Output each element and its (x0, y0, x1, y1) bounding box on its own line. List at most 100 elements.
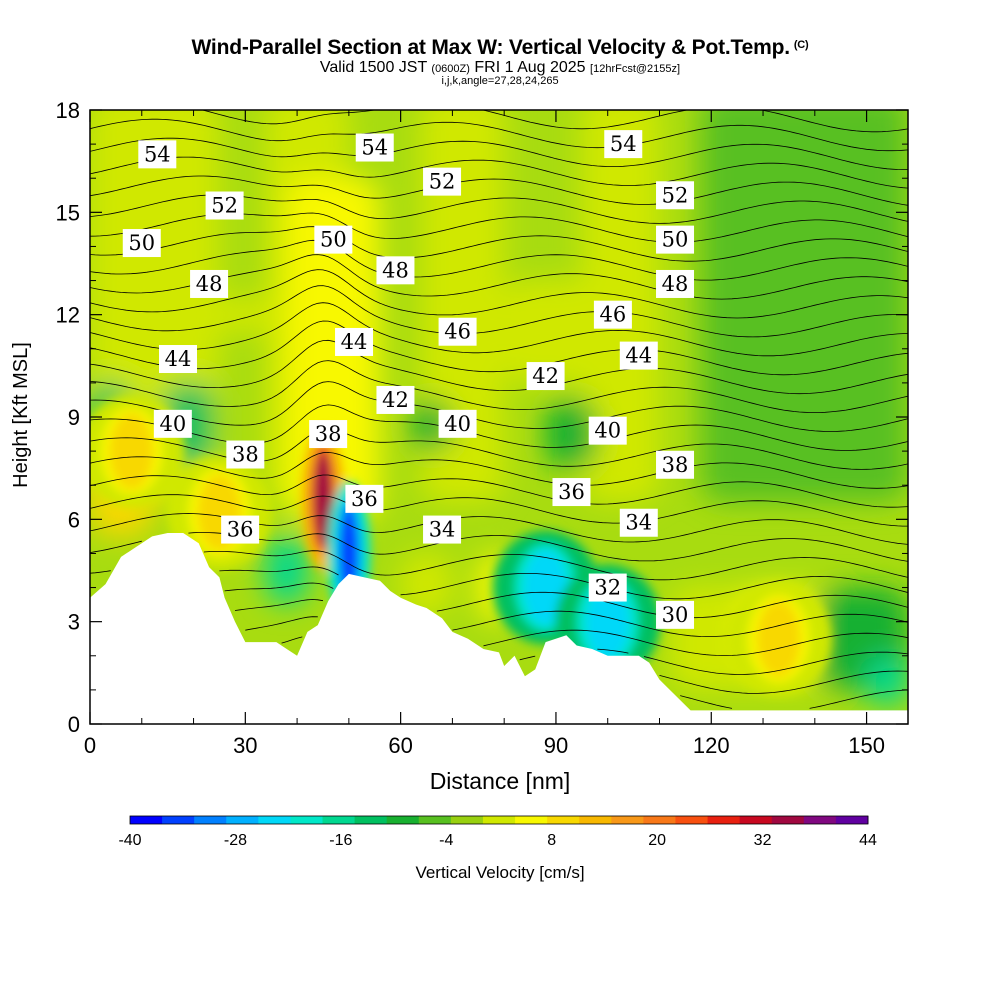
svg-text:48: 48 (662, 272, 689, 296)
svg-text:46: 46 (444, 320, 471, 344)
theta-label-29: 34 (619, 508, 658, 537)
x-tick-label-0: 0 (84, 733, 96, 758)
svg-text:42: 42 (382, 388, 409, 412)
terrain (90, 532, 908, 724)
theta-contour-39 (90, 451, 908, 489)
colorbar-swatch-17 (675, 816, 709, 824)
colorbar-swatch-19 (739, 816, 773, 824)
svg-text:54: 54 (610, 132, 637, 156)
theta-label-27: 36 (552, 478, 591, 507)
theta-contour-48 (90, 269, 908, 319)
colorbar-swatch-2 (194, 816, 227, 824)
colorbar-swatch-9 (418, 816, 452, 824)
theta-contour-42 (90, 381, 908, 432)
svg-text:44: 44 (341, 330, 368, 354)
theta-contour-56 (90, 137, 908, 170)
theta-label-6: 50 (122, 229, 161, 258)
svg-text:48: 48 (382, 258, 409, 282)
y-axis-label: Height [Kft MSL] (10, 342, 32, 488)
svg-text:36: 36 (351, 487, 378, 511)
svg-text:40: 40 (594, 419, 621, 443)
svg-text:36: 36 (227, 518, 254, 542)
colorbar-swatch-7 (354, 816, 388, 824)
theta-label-2: 54 (604, 130, 643, 159)
theta-label-7: 50 (314, 225, 353, 254)
theta-label-19: 40 (153, 409, 192, 438)
field-region-5 (141, 297, 298, 332)
theta-label-22: 38 (226, 440, 265, 469)
theta-contour-28 (659, 670, 908, 694)
svg-text:38: 38 (232, 443, 259, 467)
colorbar-swatch-0 (130, 816, 163, 824)
svg-text:54: 54 (144, 142, 171, 166)
svg-text:52: 52 (211, 194, 238, 218)
theta-label-4: 52 (423, 167, 462, 196)
x-tick-label-4: 120 (693, 733, 730, 758)
svg-text:38: 38 (315, 422, 342, 446)
y-tick-label-2: 6 (68, 507, 80, 532)
colorbar-swatch-14 (579, 816, 612, 824)
colorbar-swatch-12 (515, 816, 548, 824)
colorbar-swatch-16 (643, 816, 676, 824)
chart-title-tag: (C) (793, 39, 809, 51)
theta-label-11: 48 (656, 269, 695, 298)
theta-label-25: 36 (221, 515, 260, 544)
theta-contour-43 (90, 360, 908, 414)
colorbar: -40 -28 -16 -4 8 20 32 44 (118, 815, 877, 849)
theta-contour-51 (90, 226, 908, 262)
theta-label-20: 40 (438, 409, 477, 438)
theta-label-17: 42 (376, 385, 415, 414)
theta-contour-50 (90, 239, 908, 281)
theta-contour-34 (90, 550, 908, 581)
theta-label-8: 50 (656, 225, 695, 254)
theta-label-30: 32 (588, 573, 627, 602)
theta-label-16: 44 (619, 341, 658, 370)
colorbar-swatch-10 (450, 816, 484, 824)
theta-contour-44 (90, 339, 908, 395)
colorbar-swatch-3 (226, 816, 259, 824)
svg-text:36: 36 (558, 480, 585, 504)
colorbar-label-4: 8 (547, 832, 556, 849)
field-region-8 (711, 314, 867, 452)
subtitle-utc: (0600Z) (431, 63, 470, 75)
chart-params: i,j,k,angle=27,28,24,265 (441, 75, 559, 87)
colorbar-swatch-21 (803, 816, 837, 824)
y-tick-label-0: 0 (68, 712, 80, 737)
svg-text:44: 44 (625, 344, 652, 368)
theta-label-5: 52 (656, 181, 695, 210)
theta-contour-labels: 54 54 54 52 52 52 50 50 50 48 48 48 46 46 44 44 44 42 42 40… (122, 130, 695, 629)
colorbar-swatch-4 (258, 816, 291, 824)
velocity-cores (90, 394, 832, 696)
y-tick-label-4: 12 (56, 303, 80, 328)
theta-label-23: 38 (309, 420, 348, 449)
y-tick-label-3: 9 (68, 405, 80, 430)
svg-text:34: 34 (625, 511, 652, 535)
chart-title-text: Wind-Parallel Section at Max W: Vertical… (191, 36, 791, 59)
colorbar-label-7: 44 (859, 832, 877, 849)
colorbar-swatch-22 (835, 816, 869, 824)
x-tick-label-5: 150 (848, 733, 885, 758)
theta-contour-58 (200, 110, 908, 133)
subtitle-valid: Valid 1500 JST (319, 59, 427, 76)
field-region-16 (400, 553, 453, 615)
svg-text:50: 50 (128, 231, 155, 255)
theta-label-1: 54 (355, 133, 394, 162)
colorbar-swatch-5 (290, 816, 324, 824)
colorbar-title: Vertical Velocity [cm/s] (415, 863, 585, 882)
theta-label-14: 44 (159, 345, 198, 374)
theta-contour-38 (90, 474, 908, 508)
svg-text:46: 46 (600, 303, 627, 327)
colorbar-label-0: -40 (118, 832, 141, 849)
subtitle-date: FRI 1 Aug 2025 (474, 59, 586, 76)
colorbar-swatch-20 (771, 816, 805, 824)
y-tick-label-6: 18 (56, 98, 80, 123)
svg-text:32: 32 (594, 576, 621, 600)
theta-contour-54 (90, 175, 908, 206)
svg-text:44: 44 (165, 347, 192, 371)
theta-contour-55 (90, 156, 908, 189)
theta-label-15: 44 (335, 327, 374, 356)
theta-contour-46 (90, 302, 908, 357)
theta-contours (90, 110, 908, 709)
svg-text:48: 48 (196, 272, 223, 296)
